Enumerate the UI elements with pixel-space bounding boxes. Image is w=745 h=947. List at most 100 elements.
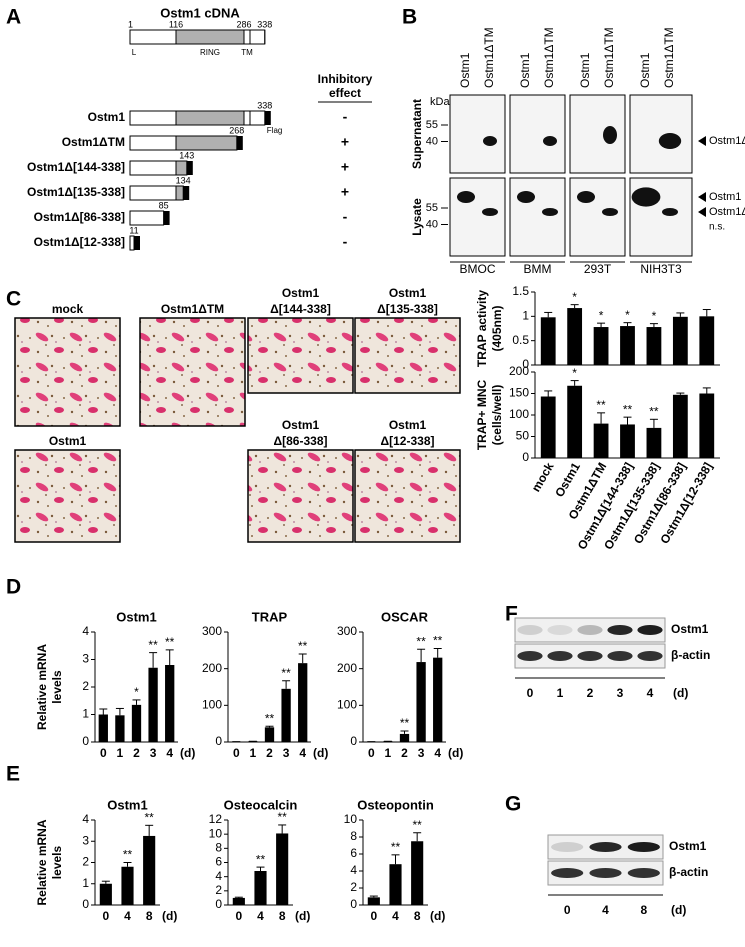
construct-bar <box>129 210 165 226</box>
tm-domain <box>243 110 251 126</box>
y-tick-label: 1 <box>522 309 529 323</box>
bar <box>672 394 688 458</box>
y-axis-label: (405nm) <box>490 305 504 351</box>
x-tick-label: mock <box>529 460 557 494</box>
significance: ** <box>148 638 158 652</box>
y-tick-label: 2 <box>82 679 89 693</box>
y-axis-label: Relative mRNA <box>35 819 49 905</box>
y-tick-label: 8 <box>350 829 357 843</box>
bar <box>433 657 443 742</box>
y-tick-label: 300 <box>202 624 222 638</box>
chart-title: Osteopontin <box>357 797 434 812</box>
construct-end: 143 <box>179 150 194 160</box>
lane-label: Ostm1ΔTM <box>662 27 676 88</box>
lane-label: Ostm1ΔTM <box>542 27 556 88</box>
construct-end: 11 <box>129 225 138 235</box>
band <box>607 625 633 635</box>
blot <box>629 94 693 174</box>
construct-end: 338 <box>257 100 272 110</box>
y-tick-label: 2 <box>215 883 222 897</box>
flag-tag <box>163 211 170 225</box>
bar <box>646 427 662 458</box>
band <box>589 842 622 852</box>
band <box>637 651 663 661</box>
y-tick-label: 100 <box>202 698 222 712</box>
significance: ** <box>391 840 401 854</box>
micrograph <box>354 317 461 394</box>
significance: * <box>625 308 630 322</box>
x-unit: (d) <box>313 746 328 760</box>
x-tick-label: 0 <box>368 746 375 760</box>
bar <box>99 883 112 905</box>
marker-label: 116 <box>169 19 183 29</box>
blot <box>449 94 506 174</box>
image-label: Δ[86-338] <box>274 434 328 448</box>
y-tick-label: 100 <box>337 698 357 712</box>
blot-row-label: β-actin <box>671 648 710 662</box>
image-label: Ostm1ΔTM <box>161 302 224 316</box>
ring-domain <box>175 135 238 151</box>
y-axis-label: (cells/well) <box>490 385 504 446</box>
bar <box>121 866 134 905</box>
bar <box>389 864 402 905</box>
construct-name: Ostm1Δ[144-338] <box>27 160 125 174</box>
y-tick-label: 1.5 <box>512 284 529 298</box>
bar <box>399 733 410 742</box>
significance: ** <box>123 848 133 862</box>
panel-letter: G <box>505 793 521 816</box>
significance: * <box>652 309 657 323</box>
band <box>631 187 661 207</box>
lane-label: 8 <box>640 903 647 917</box>
y-tick-label: 0 <box>522 357 529 371</box>
y-axis-label: TRAP activity <box>475 290 489 367</box>
cell-line: 293T <box>584 262 612 276</box>
significance: ** <box>412 818 422 832</box>
y-tick-label: 4 <box>215 869 222 883</box>
y-tick-label: 2 <box>350 880 357 894</box>
row-label: Supernatant <box>410 99 424 169</box>
x-tick-label: 3 <box>418 746 425 760</box>
x-tick-label: 8 <box>279 909 286 923</box>
bar <box>281 688 291 742</box>
y-tick-label: 200 <box>509 364 529 378</box>
band <box>547 625 573 635</box>
bar <box>699 316 715 365</box>
bar <box>115 715 125 742</box>
significance: * <box>572 366 577 380</box>
bar <box>148 667 158 742</box>
x-tick-label: 0 <box>235 909 242 923</box>
band-arrow <box>698 207 706 217</box>
band-arrow <box>698 192 706 202</box>
y-tick-label: 2 <box>82 855 89 869</box>
lane-label: 4 <box>647 686 654 700</box>
band <box>607 651 633 661</box>
lane-label: 1 <box>557 686 564 700</box>
bar <box>620 424 635 458</box>
micrograph <box>14 317 121 427</box>
band <box>662 208 678 216</box>
bar <box>646 327 662 365</box>
bar <box>540 317 556 365</box>
lane-label: 0 <box>564 903 571 917</box>
blot <box>509 177 566 257</box>
band <box>577 651 603 661</box>
lane-label: Ostm1 <box>518 52 532 88</box>
x-unit: (d) <box>162 909 177 923</box>
bar <box>298 663 308 742</box>
y-tick-label: 4 <box>350 863 357 877</box>
x-tick-label: 2 <box>401 746 408 760</box>
y-tick-label: 3 <box>82 833 89 847</box>
significance: ** <box>433 634 443 648</box>
bar <box>699 393 715 458</box>
bar <box>620 326 635 365</box>
band <box>637 625 663 635</box>
lane-label: 3 <box>617 686 624 700</box>
bar <box>411 841 424 905</box>
construct-name: Ostm1Δ[12-338] <box>34 235 125 249</box>
bar <box>593 327 609 365</box>
band <box>658 133 682 149</box>
marker-label: 1 <box>128 19 133 29</box>
micrograph <box>139 317 246 427</box>
construct-name: Ostm1Δ[135-338] <box>27 185 125 199</box>
